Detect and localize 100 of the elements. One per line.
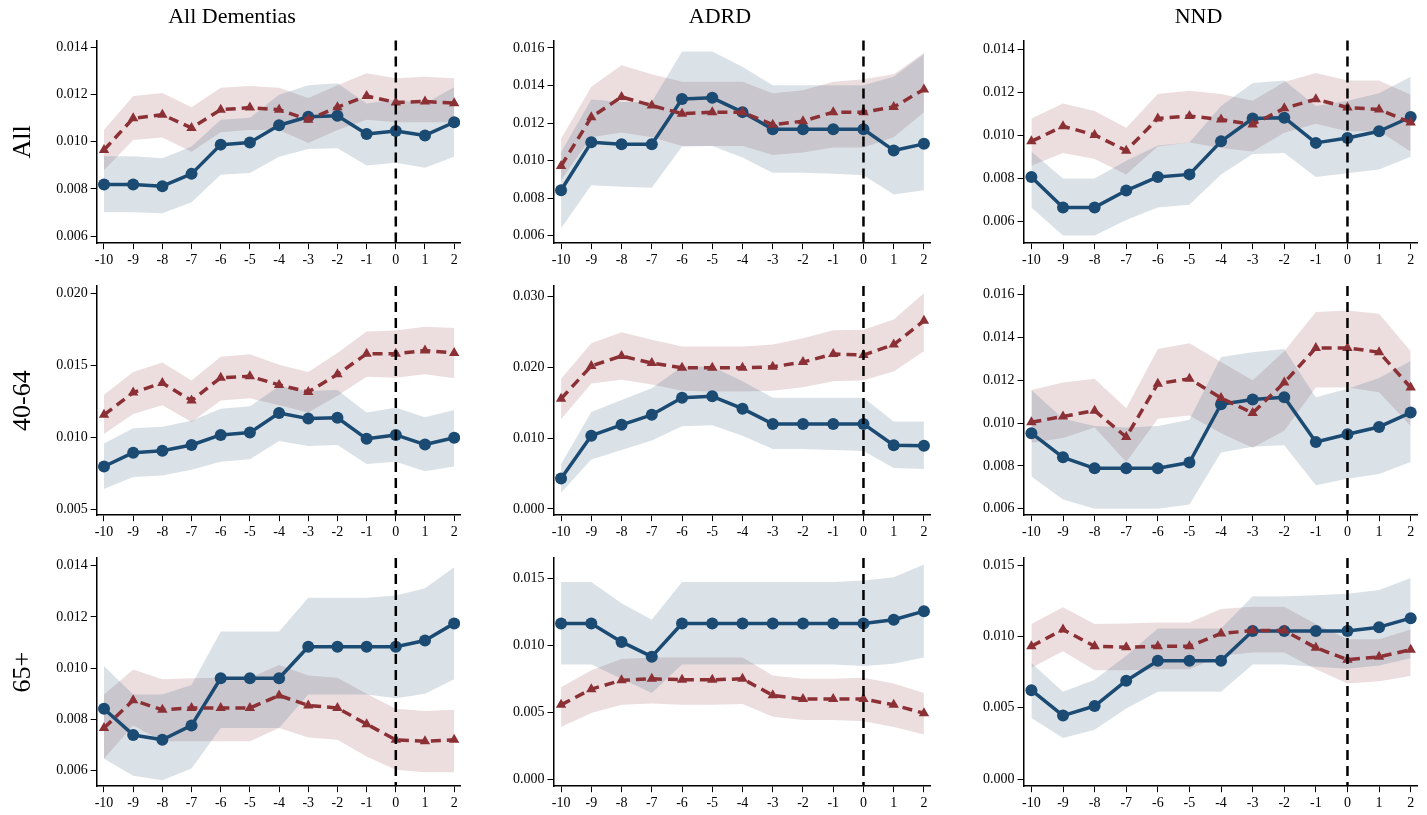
point — [332, 702, 343, 711]
point — [1373, 420, 1386, 433]
point — [244, 702, 256, 711]
y-tick-label: 0.006 — [56, 227, 88, 243]
x-tick-label: 2 — [920, 252, 928, 268]
y-tick-label: 0.012 — [56, 86, 88, 102]
x-tick-label: 2 — [450, 524, 458, 540]
point — [98, 460, 110, 473]
x-tick-label: 1 — [1375, 524, 1383, 540]
point — [448, 97, 460, 107]
x-tick-label: -9 — [1057, 524, 1069, 540]
point — [360, 128, 373, 141]
x-tick-label: -1 — [827, 795, 840, 811]
x-tick-label: -5 — [1183, 252, 1196, 268]
y-tick-label: 0.008 — [56, 711, 88, 727]
point — [706, 617, 719, 630]
point — [736, 617, 749, 630]
point — [1120, 674, 1133, 687]
x-tick-label: 1 — [421, 795, 429, 811]
point — [1057, 120, 1069, 130]
x-tick-label: 0 — [1343, 252, 1351, 268]
point — [676, 673, 688, 683]
point — [1026, 640, 1037, 650]
point — [98, 722, 110, 731]
y-tick-label: 0.008 — [983, 170, 1015, 186]
x-tick-label: -3 — [302, 252, 315, 268]
point — [98, 144, 110, 154]
x-tick-label: 2 — [450, 795, 458, 811]
x-tick-label: 2 — [1407, 795, 1415, 811]
y-tick-label: 0.000 — [513, 500, 545, 516]
x-tick-label: -2 — [1278, 252, 1291, 268]
point — [555, 160, 567, 170]
x-tick-label: -6 — [676, 252, 688, 268]
point — [1183, 456, 1196, 469]
point — [273, 672, 286, 685]
point — [615, 635, 628, 648]
x-tick-label: -2 — [1278, 524, 1291, 540]
point — [1025, 170, 1038, 183]
y-tick-label: 0.010 — [56, 133, 88, 149]
point — [585, 429, 598, 442]
point — [676, 391, 689, 404]
point — [706, 91, 719, 104]
x-tick-label: -10 — [551, 252, 571, 268]
point — [418, 634, 431, 647]
point — [796, 617, 809, 630]
x-tick-label: -1 — [1310, 795, 1322, 811]
point — [887, 144, 900, 157]
point — [243, 136, 256, 149]
x-tick-label: -6 — [676, 524, 688, 540]
point — [243, 426, 256, 439]
x-tick-label: -8 — [1088, 524, 1101, 540]
y-tick-label: 0.005 — [983, 699, 1015, 715]
x-tick-label: -7 — [645, 524, 658, 540]
x-tick-label: -6 — [676, 795, 688, 811]
x-tick-label: -9 — [585, 795, 598, 811]
x-tick-label: -3 — [766, 795, 779, 811]
point — [1026, 416, 1037, 426]
x-tick-label: -7 — [1120, 795, 1133, 811]
x-tick-label: 1 — [890, 795, 898, 811]
x-tick-label: -7 — [185, 252, 198, 268]
y-tick-label: 0.010 — [983, 127, 1015, 142]
y-tick-label: 0.015 — [513, 569, 545, 585]
x-tick-label: -5 — [244, 252, 256, 268]
point — [676, 92, 689, 105]
point — [244, 101, 256, 111]
point — [1309, 435, 1322, 448]
point — [1405, 643, 1416, 653]
point — [1309, 136, 1322, 149]
x-tick-label: -10 — [1022, 524, 1041, 540]
y-tick-label: 0.010 — [983, 414, 1015, 430]
point — [1215, 135, 1228, 148]
y-tick-label: 0.015 — [983, 556, 1015, 572]
y-tick-label: 0.010 — [513, 429, 545, 445]
point — [331, 109, 344, 122]
point — [302, 412, 315, 425]
x-tick-label: -3 — [1246, 795, 1259, 811]
point — [1120, 184, 1133, 197]
x-tick-label: -8 — [615, 252, 628, 268]
point — [1183, 168, 1196, 181]
x-tick-label: -8 — [615, 795, 628, 811]
point — [1278, 111, 1291, 124]
point — [215, 702, 226, 711]
point — [737, 672, 748, 682]
x-tick-label: -10 — [1022, 795, 1041, 811]
x-tick-label: -1 — [1310, 252, 1322, 268]
point — [796, 123, 809, 136]
point — [676, 107, 688, 117]
point — [244, 370, 256, 380]
point — [917, 439, 930, 452]
point — [1373, 650, 1385, 660]
point — [1121, 641, 1132, 651]
point — [1088, 700, 1101, 713]
point — [98, 702, 110, 715]
point — [448, 346, 460, 356]
x-tick-label: -8 — [615, 524, 628, 540]
point — [1089, 640, 1100, 650]
point — [645, 138, 658, 151]
point — [303, 385, 314, 395]
x-tick-label: -7 — [1120, 252, 1133, 268]
point — [616, 674, 627, 684]
